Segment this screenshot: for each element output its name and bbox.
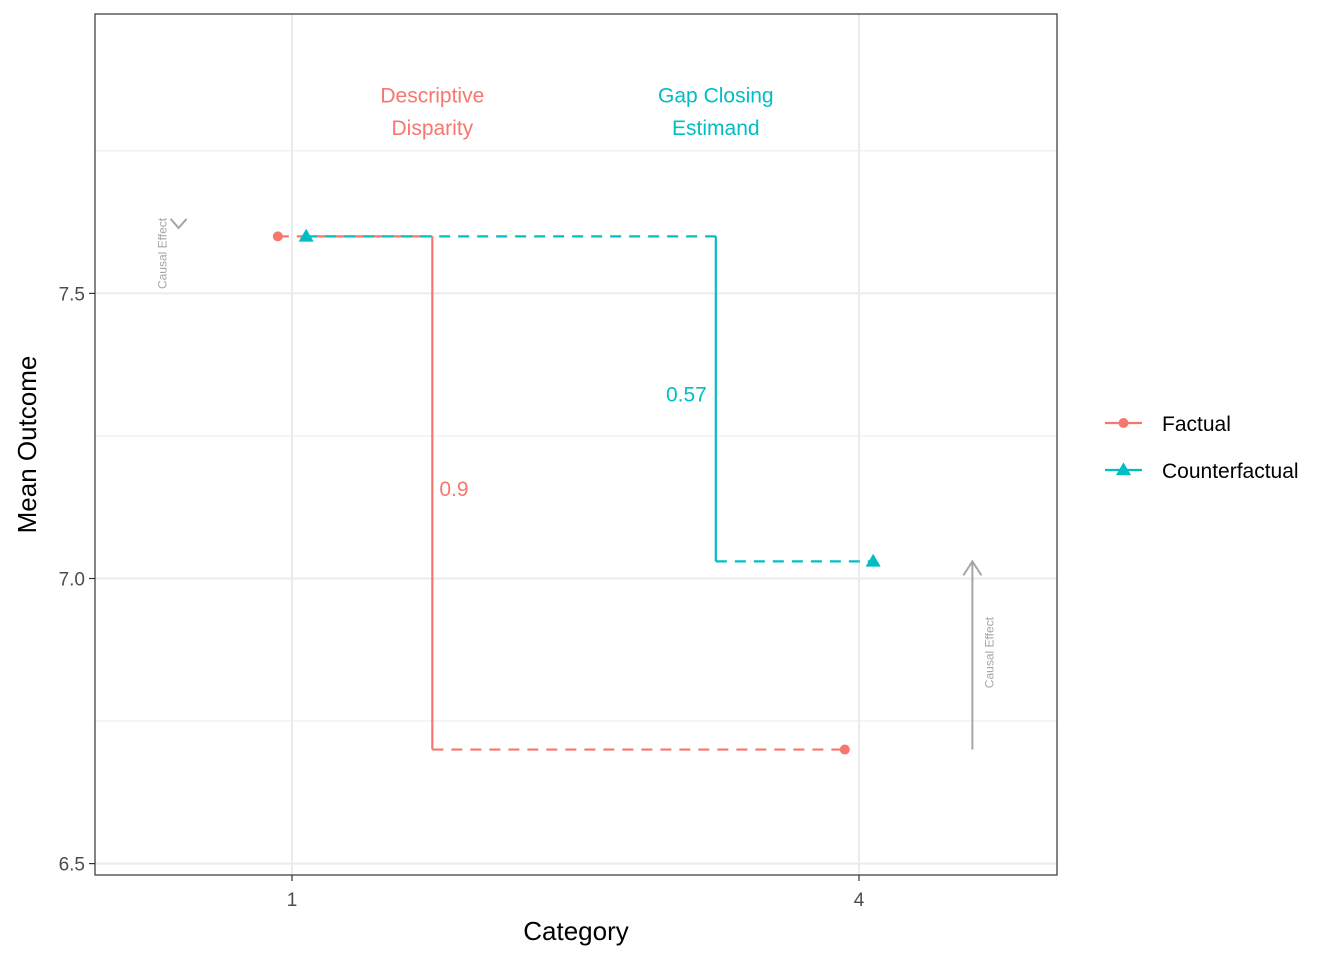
- counterfactual-point: [865, 553, 881, 567]
- grid: [89, 14, 1057, 881]
- descriptive-disparity-label: Descriptive: [380, 84, 484, 107]
- causal-effect-arrow-left: [169, 218, 188, 230]
- descriptive-disparity-label: Disparity: [391, 117, 473, 140]
- gap-closing-estimand-label: Estimand: [672, 117, 760, 140]
- x-axis-title: Category: [523, 916, 629, 946]
- legend: Factual Counterfactual: [1105, 413, 1299, 483]
- axes: 6.5 7.0 7.5 1 4 Category Mean Outcome: [12, 284, 865, 946]
- y-axis-title: Mean Outcome: [12, 356, 42, 534]
- factual-point: [839, 744, 850, 755]
- panel-border: [94, 13, 1058, 876]
- gap-closing-estimand-label: Gap Closing: [658, 84, 774, 107]
- legend-label-factual: Factual: [1162, 413, 1231, 436]
- legend-label-counterfactual: Counterfactual: [1162, 460, 1299, 483]
- legend-key-point-factual: [1118, 418, 1129, 428]
- y-tick-label: 7.0: [59, 569, 85, 590]
- chart-marks: [169, 218, 983, 755]
- disparity-value-label: 0.9: [439, 478, 468, 501]
- legend-keys: [1105, 418, 1142, 476]
- x-tick-label: 1: [287, 890, 298, 911]
- y-tick-label: 6.5: [59, 855, 85, 876]
- annotations: Descriptive Disparity Gap Closing Estima…: [156, 84, 997, 688]
- x-tick-label: 4: [854, 890, 865, 911]
- factual-point: [272, 231, 283, 242]
- causal-effect-label-right: Causal Effect: [982, 616, 996, 688]
- legend-key-point-counterfactual: [1115, 462, 1132, 476]
- gap-value-label: 0.57: [666, 384, 707, 407]
- causal-effect-label-left: Causal Effect: [156, 217, 170, 289]
- counterfactual-point: [298, 228, 314, 242]
- causal-effect-arrowhead-right: [962, 559, 983, 576]
- y-tick-label: 7.5: [59, 284, 85, 305]
